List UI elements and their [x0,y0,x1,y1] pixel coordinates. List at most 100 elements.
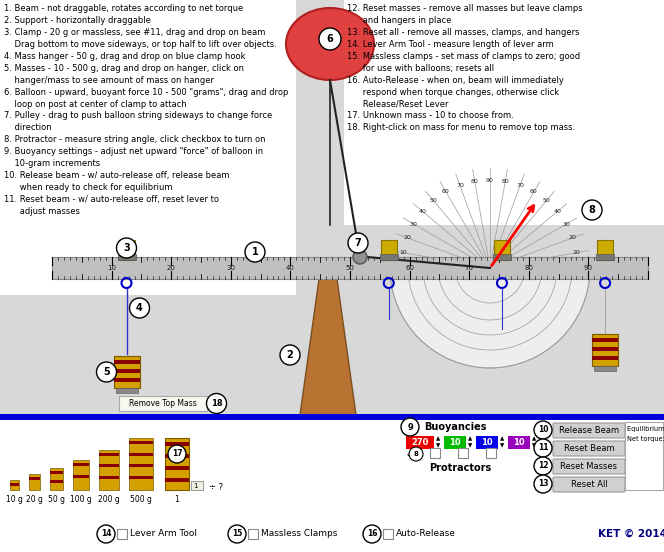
Text: 80: 80 [501,179,509,184]
Text: 10 g: 10 g [6,495,23,504]
Bar [493,254,511,260]
Text: 20: 20 [403,235,411,241]
Text: 40: 40 [554,209,561,214]
Text: 15: 15 [232,529,242,539]
Text: ▲: ▲ [532,437,536,442]
Text: 8: 8 [588,205,596,215]
Bar [73,460,89,490]
Bar [380,254,398,260]
Bar [406,436,434,449]
Bar [118,254,135,260]
Bar [165,466,189,470]
Bar [248,529,258,539]
Bar [592,334,618,366]
FancyBboxPatch shape [553,423,625,438]
Circle shape [348,233,368,253]
Text: ▼: ▼ [436,443,440,448]
Circle shape [116,238,137,258]
Bar [165,438,189,490]
Text: 9: 9 [407,422,413,432]
Bar [114,369,139,373]
Circle shape [168,445,186,463]
Text: 14: 14 [101,529,112,539]
Text: 16: 16 [367,529,377,539]
Circle shape [582,200,602,220]
Text: 6: 6 [327,34,333,44]
Bar [73,463,89,466]
Text: 40: 40 [286,265,295,271]
Text: ▲: ▲ [468,437,472,442]
Text: 12. Reset masses - remove all masses but leave clamps
      and hangers in place: 12. Reset masses - remove all masses but… [347,4,582,132]
FancyBboxPatch shape [553,459,625,474]
Circle shape [363,525,381,543]
Text: 3: 3 [123,243,130,253]
Bar [191,481,203,490]
Circle shape [97,525,115,543]
Bar [129,453,153,455]
Bar [10,483,19,486]
Bar [380,240,396,260]
Text: ▼: ▼ [532,443,536,448]
Text: ✓: ✓ [406,449,414,459]
Text: 1. Beam - not draggable, rotates according to net torque
2. Support - horizontal: 1. Beam - not draggable, rotates accordi… [4,4,288,216]
Polygon shape [300,279,356,415]
Circle shape [534,457,552,475]
Circle shape [534,475,552,493]
Text: 70: 70 [465,265,473,271]
Text: 30: 30 [226,265,235,271]
Text: KET © 2014: KET © 2014 [598,529,664,539]
Bar [10,480,19,490]
Text: 5: 5 [103,367,110,377]
Circle shape [409,447,423,461]
Text: 18: 18 [210,399,222,408]
Bar [0,414,664,420]
Bar [50,471,63,474]
Bar [0,0,296,295]
Text: 7: 7 [355,238,361,248]
Bar [594,366,616,371]
Bar [129,438,153,490]
Bar [597,240,613,260]
Circle shape [129,298,149,318]
Bar [476,436,498,449]
Text: 60: 60 [530,189,538,194]
Text: ▼: ▼ [468,443,472,448]
Text: Lever Arm Tool: Lever Arm Tool [130,529,197,539]
Bar [52,257,648,279]
Text: 30: 30 [410,221,418,226]
Circle shape [353,250,367,264]
Text: 10: 10 [513,438,525,447]
Bar [458,448,468,458]
Text: Protractors: Protractors [429,463,491,473]
Ellipse shape [286,8,374,80]
Text: 20: 20 [569,235,576,241]
Text: 80: 80 [471,179,479,184]
Bar [494,240,510,260]
Bar [73,475,89,478]
Text: 10: 10 [481,438,493,447]
Bar [50,480,63,483]
Text: 200 g: 200 g [98,495,120,504]
Text: 20 g: 20 g [26,495,43,504]
Text: Net torque: -0.110  arbitrary units: Net torque: -0.110 arbitrary units [627,436,664,442]
Text: Buoyancies: Buoyancies [424,422,487,432]
Text: Reset Masses: Reset Masses [560,462,618,471]
Text: Massless Clamps: Massless Clamps [261,529,337,539]
Bar [592,356,618,360]
Bar [0,420,664,552]
Text: 270: 270 [411,438,429,447]
Text: ▲: ▲ [500,437,504,442]
FancyBboxPatch shape [553,441,625,456]
Circle shape [96,362,116,382]
Bar [129,441,153,444]
Text: ▼: ▼ [500,443,504,448]
Bar [118,240,135,260]
Text: 90: 90 [584,265,593,271]
Text: 12: 12 [538,461,548,470]
Bar [114,360,139,364]
Text: 50: 50 [542,198,550,203]
Text: ▲: ▲ [436,437,440,442]
Text: 60: 60 [405,265,414,271]
Bar [129,464,153,467]
Bar [117,529,127,539]
